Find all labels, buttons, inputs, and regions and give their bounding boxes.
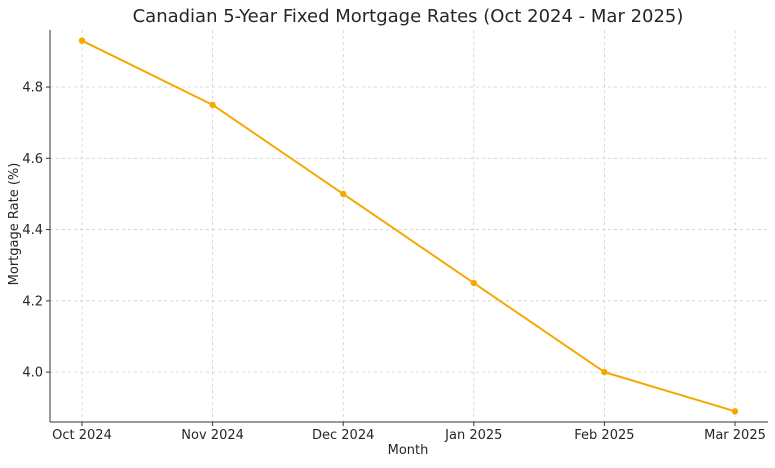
x-tick-label: Oct 2024 [52,428,112,443]
tick-labels: Oct 2024 Nov 2024 Dec 2024 Jan 2025 Feb 2025… [22,81,766,443]
x-axis-label: Month [388,443,429,458]
data-point [340,190,347,198]
x-tick-label: Nov 2024 [181,428,244,443]
axes [46,30,768,426]
x-tick-label: Mar 2025 [704,428,766,443]
y-tick-label: 4.8 [22,81,43,96]
series-layer [78,37,739,415]
x-tick-label: Dec 2024 [312,428,374,443]
y-axis-label: Mortgage Rate (%) [7,163,22,286]
x-tick-label: Jan 2025 [444,428,502,443]
data-point [78,37,86,44]
data-point [209,101,216,109]
y-tick-label: 4.4 [22,223,43,238]
series-line [81,39,736,413]
data-point [470,279,477,287]
data-point [601,368,608,376]
x-tick-label: Feb 2025 [574,428,634,443]
y-tick-label: 4.2 [22,294,43,309]
data-point [731,408,739,415]
grid-lines [50,30,768,422]
chart-title: Canadian 5-Year Fixed Mortgage Rates (Oc… [133,6,684,27]
y-tick-label: 4.0 [22,366,43,381]
y-tick-label: 4.6 [22,152,43,167]
